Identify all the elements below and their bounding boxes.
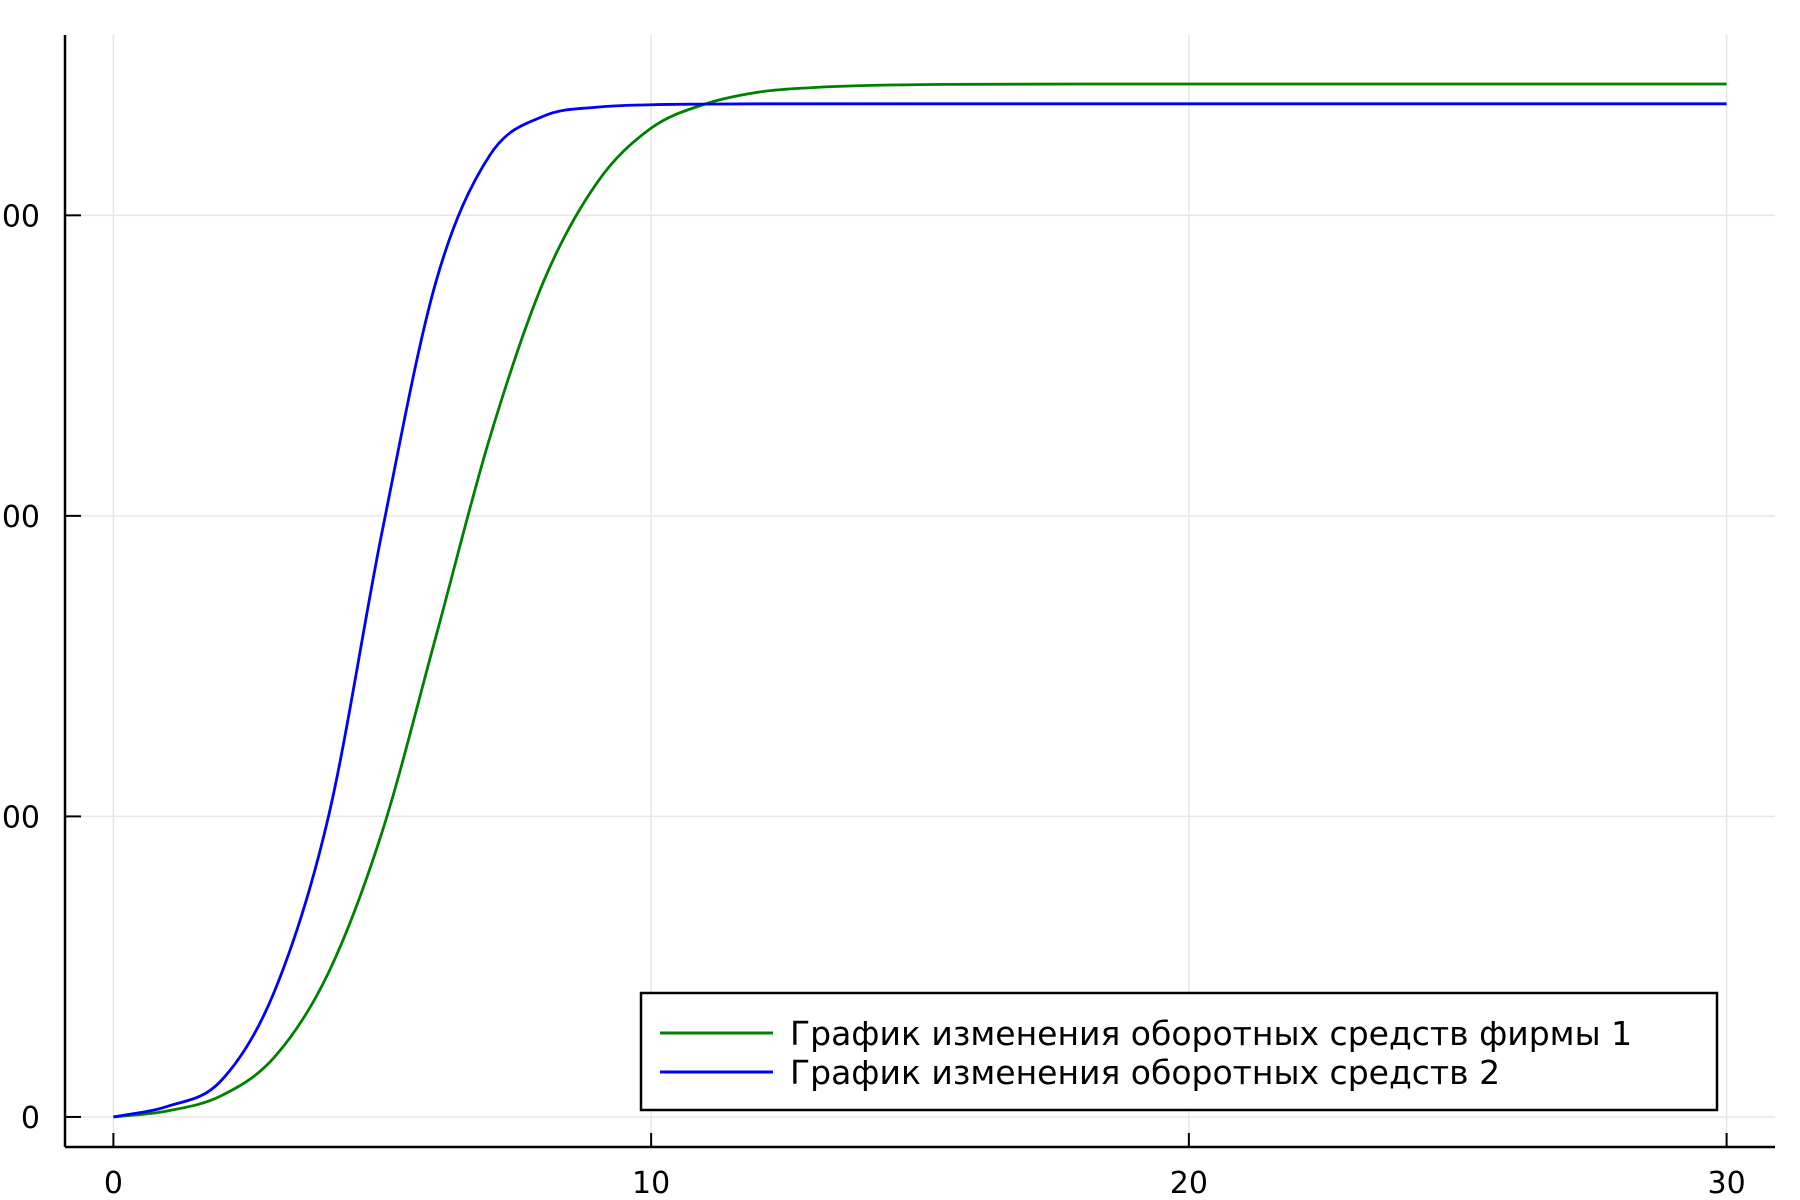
series-line-1 (113, 82, 1727, 1119)
series-line-2 (113, 102, 1727, 1119)
legend-box (639, 991, 1719, 1112)
y-tick-label: 00 (2, 800, 40, 835)
y-tick-label: 00 (2, 500, 40, 535)
grid-lines (65, 35, 1775, 1147)
legend-label-2: График изменения оборотных средств 2 (790, 1053, 1500, 1092)
series-layer (113, 82, 1727, 1119)
x-tick-label: 30 (1708, 1166, 1746, 1200)
y-tick-label: 0 (21, 1101, 40, 1136)
y-tick-label: 00 (2, 199, 40, 234)
axes (63, 35, 1775, 1149)
x-tick-label: 0 (104, 1166, 123, 1200)
legend: График изменения оборотных средств фирмы… (639, 991, 1719, 1112)
x-tick-label: 20 (1170, 1166, 1208, 1200)
legend-label-1: График изменения оборотных средств фирмы… (790, 1014, 1632, 1053)
x-tick-label: 10 (632, 1166, 670, 1200)
